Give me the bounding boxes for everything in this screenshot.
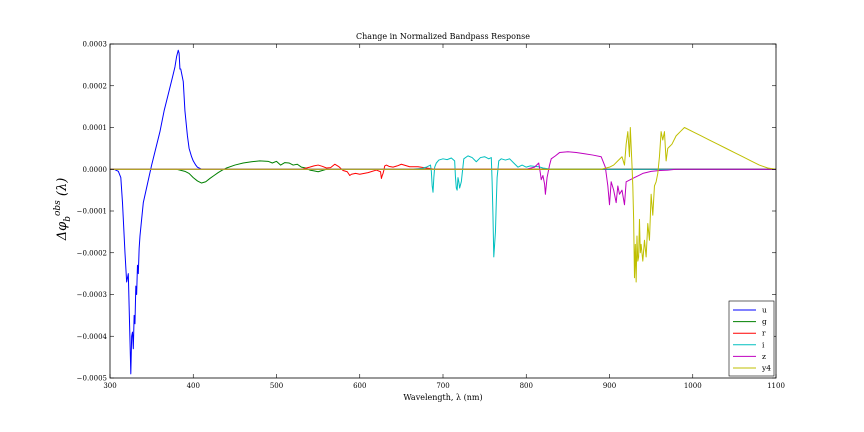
series-line-r	[110, 163, 776, 179]
legend-label-u: u	[762, 306, 767, 315]
y-axis-label-subscript: b	[63, 216, 73, 222]
legend-label-r: r	[762, 329, 766, 338]
y-tick-label: 0.0002	[83, 82, 108, 90]
y-tick-label: −0.0001	[77, 208, 107, 216]
y-tick-label: −0.0002	[77, 249, 107, 257]
legend-label-y4: y4	[761, 364, 771, 373]
series-line-i	[110, 155, 776, 258]
chart-title: Change in Normalized Bandpass Response	[356, 32, 530, 41]
y-tick-label: −0.0003	[77, 291, 107, 299]
y-axis-label: Δφbobs (λ)	[53, 178, 73, 242]
series-line-g	[110, 160, 776, 184]
series-group	[110, 49, 777, 375]
x-tick-label: 300	[103, 382, 116, 390]
y-axis-label-main: Δφ	[55, 221, 70, 241]
y-axis-label-arg: (λ)	[55, 178, 70, 201]
series-line-z	[110, 151, 776, 206]
legend-label-z: z	[762, 352, 766, 361]
x-tick-label: 700	[436, 382, 449, 390]
series-line-u	[110, 49, 776, 375]
x-tick-label: 1100	[767, 382, 785, 390]
axes-group: 300 400 500 600 700 800 900 1000 1100 −0.0005 −0.0…	[77, 41, 785, 391]
x-tick-label: 1000	[684, 382, 702, 390]
y-tick-label: 0.0003	[83, 41, 108, 49]
x-tick-label: 800	[520, 382, 533, 390]
y-tick-label: −0.0004	[77, 333, 108, 341]
legend-box	[728, 300, 775, 377]
x-tick-label: 600	[353, 382, 366, 390]
legend-label-i: i	[762, 340, 765, 349]
x-axis-label: Wavelength, λ (nm)	[403, 393, 482, 402]
series-line-y4	[110, 127, 777, 283]
y-tick-label: 0.0001	[83, 124, 108, 132]
y-tick-label: 0.0000	[83, 166, 108, 174]
y-axis-label-superscript: obs	[53, 200, 63, 216]
y-tick-label: −0.0005	[77, 375, 107, 383]
x-tick-label: 400	[187, 382, 200, 390]
plot-area	[110, 44, 776, 378]
legend-label-g: g	[762, 317, 767, 326]
plot-background	[110, 44, 776, 378]
x-tick-label: 500	[270, 382, 283, 390]
x-tick-label: 900	[603, 382, 616, 390]
